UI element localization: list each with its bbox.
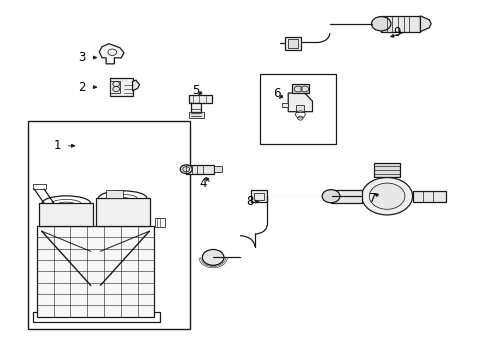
Text: 6: 6: [273, 87, 281, 100]
Bar: [381, 16, 420, 32]
Text: 9: 9: [393, 26, 401, 39]
Bar: [215, 166, 222, 172]
Bar: [285, 37, 301, 50]
Bar: [39, 203, 93, 226]
Text: 2: 2: [78, 81, 86, 94]
Bar: [292, 84, 309, 93]
Bar: [96, 198, 149, 226]
Bar: [331, 190, 362, 203]
Bar: [260, 74, 336, 144]
Polygon shape: [132, 80, 140, 91]
Bar: [155, 218, 165, 227]
Bar: [186, 165, 215, 174]
Bar: [189, 112, 204, 117]
Polygon shape: [282, 103, 288, 107]
Circle shape: [369, 183, 405, 209]
Bar: [374, 162, 400, 177]
Bar: [191, 103, 201, 112]
Circle shape: [371, 17, 391, 31]
Bar: [251, 190, 267, 202]
Circle shape: [362, 177, 413, 215]
Circle shape: [322, 190, 340, 203]
Bar: [33, 184, 46, 189]
Circle shape: [180, 165, 192, 174]
Polygon shape: [110, 78, 132, 96]
Text: 7: 7: [368, 192, 376, 204]
Bar: [254, 193, 264, 200]
Bar: [288, 39, 298, 48]
Circle shape: [202, 249, 224, 265]
Polygon shape: [99, 44, 124, 64]
Text: 8: 8: [246, 195, 254, 208]
Bar: [28, 121, 190, 329]
Polygon shape: [420, 16, 431, 32]
Bar: [110, 81, 120, 93]
Bar: [296, 105, 304, 112]
Text: 1: 1: [54, 139, 62, 152]
Text: 4: 4: [199, 177, 207, 190]
Polygon shape: [288, 93, 313, 112]
Bar: [189, 95, 212, 103]
Bar: [413, 190, 446, 202]
Text: 5: 5: [192, 84, 200, 96]
Text: 3: 3: [78, 51, 86, 64]
Bar: [37, 226, 154, 317]
Bar: [106, 190, 123, 198]
